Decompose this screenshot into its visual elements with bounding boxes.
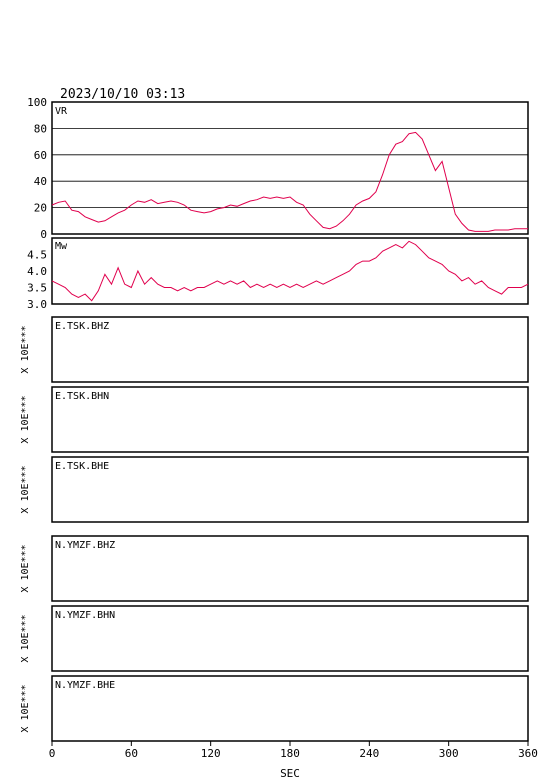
datetime-header: 2023/10/10 03:13 (60, 87, 185, 102)
trace-station-label: E.TSK.BHZ (55, 321, 109, 332)
mw-y-tick-label: 4.5 (27, 249, 47, 262)
trace-scale-label: X 10E*** (20, 614, 31, 662)
x-tick-label: 360 (518, 747, 538, 760)
trace-panel: N.YMZF.BHZ X 10E*** (20, 535, 529, 602)
trace-scale-label: X 10E*** (20, 325, 31, 373)
x-axis: 0 60 120 180 240 300 360 (49, 741, 538, 760)
vr-y-tick-label: 60 (34, 149, 47, 162)
mw-y-tick-label: 4.0 (27, 265, 47, 278)
vr-label: VR (55, 106, 68, 117)
x-tick-label: 300 (439, 747, 459, 760)
vr-y-axis: 0 20 40 60 80 100 (27, 96, 47, 241)
trace-station-label: E.TSK.BHN (55, 391, 109, 402)
trace-frame (51, 535, 529, 602)
trace-panel: E.TSK.BHN X 10E*** (20, 386, 529, 453)
vr-y-tick-label: 100 (27, 96, 47, 109)
trace-panel: E.TSK.BHZ X 10E*** (20, 316, 529, 383)
x-tick-label: 240 (359, 747, 379, 760)
vr-panel: VR 0 20 40 60 80 100 (27, 96, 529, 241)
trace-frame (51, 456, 529, 523)
mw-y-axis: 3.0 3.5 4.0 4.5 (27, 249, 47, 312)
x-axis-label: SEC (280, 767, 300, 780)
trace-frame (51, 605, 529, 672)
trace-panel: N.YMZF.BHE X 10E*** (20, 675, 529, 742)
vr-gridlines (52, 127, 528, 209)
vr-y-tick-label: 0 (40, 228, 47, 241)
trace-frame (51, 386, 529, 453)
x-tick-label: 60 (125, 747, 138, 760)
trace-panel: N.YMZF.BHN X 10E*** (20, 605, 529, 672)
mw-panel: Mw 3.0 3.5 4.0 4.5 (27, 237, 529, 312)
vr-series-line (51, 131, 528, 232)
mw-frame (51, 237, 529, 305)
mw-label: Mw (55, 241, 68, 252)
mw-y-tick-label: 3.5 (27, 282, 47, 295)
trace-station-label: E.TSK.BHE (55, 461, 109, 472)
trace-scale-label: X 10E*** (20, 395, 31, 443)
trace-scale-label: X 10E*** (20, 544, 31, 592)
x-tick-label: 0 (49, 747, 56, 760)
trace-scale-label: X 10E*** (20, 684, 31, 732)
trace-frame (51, 316, 529, 383)
trace-station-label: N.YMZF.BHE (55, 680, 115, 691)
vr-y-tick-label: 80 (34, 122, 47, 135)
trace-scale-label: X 10E*** (20, 465, 31, 513)
mw-y-tick-label: 3.0 (27, 298, 47, 311)
trace-station-label: N.YMZF.BHZ (55, 540, 115, 551)
trace-station-label: N.YMZF.BHN (55, 610, 115, 621)
vr-frame (51, 101, 529, 235)
trace-panel: E.TSK.BHE X 10E*** (20, 456, 529, 523)
x-tick-label: 120 (201, 747, 221, 760)
mw-series-line (51, 240, 529, 302)
trace-frame (51, 675, 529, 742)
x-tick-label: 180 (280, 747, 300, 760)
vr-y-tick-label: 20 (34, 202, 47, 215)
vr-y-tick-label: 40 (34, 175, 47, 188)
